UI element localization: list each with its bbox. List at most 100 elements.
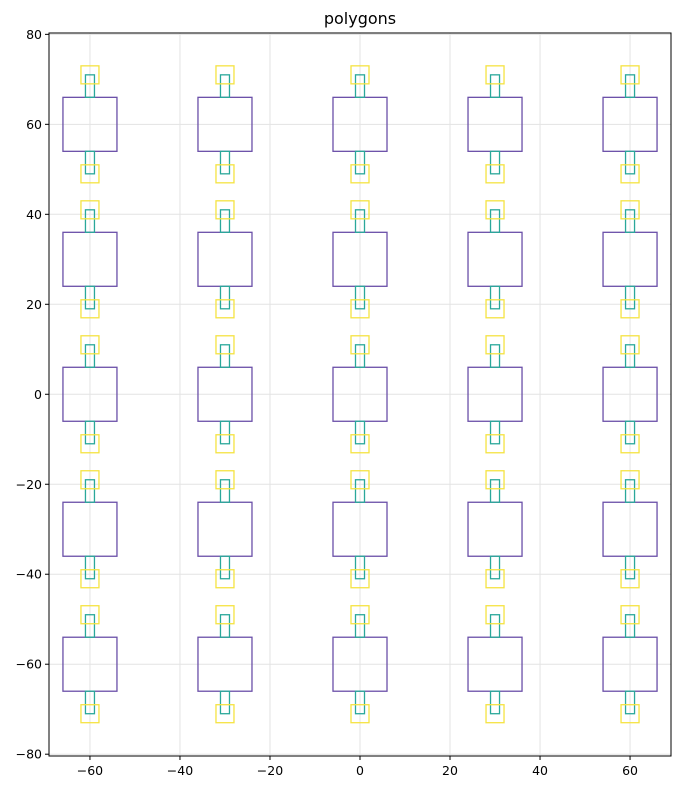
polygon-top-stem: [219, 614, 231, 638]
polygon-top-cap: [485, 335, 505, 355]
polygon-bottom-cap: [485, 434, 505, 454]
polygons: [62, 65, 658, 724]
polygon-bottom-cap: [620, 164, 640, 184]
polygon-bottom-stem: [84, 150, 96, 175]
polygon-top-stem: [84, 614, 96, 638]
polygon-bottom-stem: [354, 690, 366, 715]
ticks: −60 −40 −20 0 20 40 60 −80 −60 −40 −20 0 20 40 60 80: [16, 27, 638, 778]
polygon-bottom-cap: [215, 434, 235, 454]
polygon-bottom-cap: [620, 704, 640, 724]
polygon-top-cap: [350, 335, 370, 355]
y-tick-label: −20: [16, 477, 42, 492]
polygon-top-stem: [354, 614, 366, 638]
x-tick-label: −60: [77, 763, 103, 778]
polygon-bottom-cap: [620, 569, 640, 589]
polygon-top-cap: [620, 470, 640, 490]
polygon-bottom-stem: [354, 555, 366, 580]
polygon-top-cap: [215, 470, 235, 490]
polygon-top-cap: [620, 65, 640, 85]
polygon-top-cap: [80, 470, 100, 490]
polygon-bottom-stem: [354, 150, 366, 175]
polygon-bottom-cap: [350, 164, 370, 184]
polygon-bottom-cap: [80, 299, 100, 319]
y-tick-label: 80: [26, 27, 42, 42]
polygon-bottom-stem: [624, 150, 636, 175]
polygon-bottom-stem: [489, 555, 501, 580]
polygon-top-stem: [84, 479, 96, 503]
polygon-top-cap: [350, 605, 370, 625]
polygon-top-cap: [215, 65, 235, 85]
polygon-top-stem: [489, 344, 501, 368]
polygon-bottom-stem: [219, 420, 231, 445]
polygon-top-stem: [354, 74, 366, 98]
polygon-bottom-cap: [215, 164, 235, 184]
polygon-top-stem: [489, 209, 501, 233]
x-tick-label: −20: [257, 763, 283, 778]
polygon-bottom-cap: [80, 434, 100, 454]
polygon-top-stem: [489, 479, 501, 503]
polygon-bottom-stem: [489, 285, 501, 310]
polygon-bottom-stem: [219, 555, 231, 580]
polygon-top-stem: [84, 209, 96, 233]
polygon-bottom-cap: [80, 164, 100, 184]
polygon-top-cap: [80, 605, 100, 625]
polygon-bottom-cap: [620, 299, 640, 319]
x-tick-label: −40: [167, 763, 193, 778]
polygon-bottom-cap: [215, 299, 235, 319]
polygon-top-cap: [80, 200, 100, 220]
x-tick-label: 60: [622, 763, 638, 778]
polygon-bottom-cap: [350, 569, 370, 589]
polygon-body: [467, 231, 523, 287]
polygon-top-stem: [624, 614, 636, 638]
polygon-top-cap: [485, 200, 505, 220]
polygon-top-cap: [350, 200, 370, 220]
polygon-bottom-stem: [84, 555, 96, 580]
polygon-bottom-stem: [489, 420, 501, 445]
polygon-bottom-stem: [354, 285, 366, 310]
polygon-bottom-cap: [80, 569, 100, 589]
x-tick-label: 40: [532, 763, 548, 778]
polygon-bottom-cap: [485, 569, 505, 589]
y-tick-label: 0: [34, 387, 42, 402]
polygon-bottom-stem: [489, 150, 501, 175]
polygon-bottom-cap: [215, 569, 235, 589]
polygon-top-cap: [620, 335, 640, 355]
polygon-top-stem: [84, 74, 96, 98]
polygon-bottom-cap: [350, 704, 370, 724]
polygon-top-cap: [215, 605, 235, 625]
x-tick-label: 20: [442, 763, 458, 778]
polygon-top-cap: [485, 65, 505, 85]
polygon-bottom-cap: [215, 704, 235, 724]
polygon-top-stem: [489, 74, 501, 98]
polygon-bottom-cap: [485, 299, 505, 319]
polygon-top-stem: [624, 344, 636, 368]
polygon-body: [467, 501, 523, 557]
polygon-bottom-stem: [354, 420, 366, 445]
polygon-bottom-stem: [84, 420, 96, 445]
polygon-top-cap: [215, 200, 235, 220]
polygon-top-stem: [624, 209, 636, 233]
y-tick-label: 40: [26, 207, 42, 222]
polygon-top-cap: [350, 470, 370, 490]
polygon-top-cap: [350, 65, 370, 85]
polygon-top-stem: [219, 479, 231, 503]
y-tick-label: −40: [16, 567, 42, 582]
y-tick-label: 60: [26, 117, 42, 132]
polygon-top-stem: [624, 479, 636, 503]
polygon-bottom-stem: [624, 285, 636, 310]
polygon-bottom-stem: [84, 690, 96, 715]
polygon-top-cap: [215, 335, 235, 355]
polygon-top-stem: [219, 209, 231, 233]
polygon-bottom-cap: [620, 434, 640, 454]
polygon-top-cap: [620, 605, 640, 625]
polygon-bottom-cap: [80, 704, 100, 724]
polygon-top-stem: [354, 209, 366, 233]
polygon-bottom-stem: [624, 690, 636, 715]
polygon-top-cap: [620, 200, 640, 220]
polygon-bottom-cap: [485, 704, 505, 724]
polygon-bottom-stem: [624, 420, 636, 445]
polygon-bottom-cap: [485, 164, 505, 184]
polygon-top-stem: [489, 614, 501, 638]
polygon-top-stem: [219, 74, 231, 98]
